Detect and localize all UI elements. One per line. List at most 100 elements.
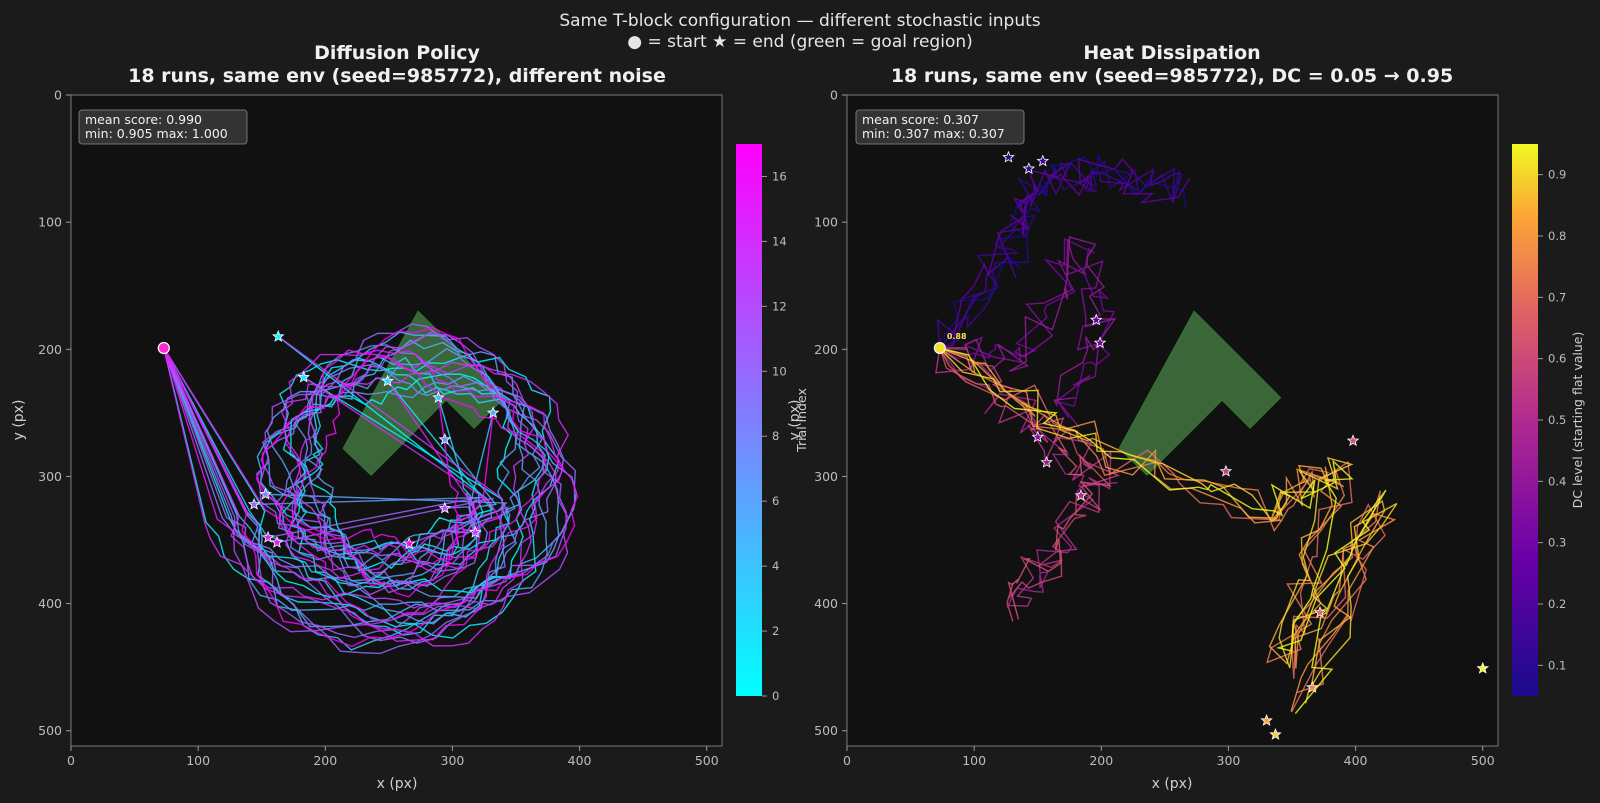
stats-minmax: min: 0.307 max: 0.307 — [862, 126, 1005, 141]
end-star-marker — [1022, 162, 1036, 175]
trajectory-line — [163, 347, 548, 622]
colorbar-tick-label: 0.7 — [1548, 290, 1566, 304]
y-ticks: 0 100 200 300 400 500 — [814, 88, 847, 738]
y-tick-label: 400 — [38, 596, 62, 611]
end-star-marker — [1040, 455, 1053, 468]
end-star-marker — [486, 406, 500, 419]
trajectory-line — [939, 347, 1386, 713]
end-star-marker — [259, 487, 272, 500]
colorbar-tick-label: 0.3 — [1548, 536, 1566, 550]
goal-polygon — [342, 310, 506, 476]
end-star-marker — [1476, 661, 1490, 674]
end-star-marker — [1346, 434, 1360, 447]
end-star-marker — [402, 537, 416, 550]
colorbar-tick-label: 0 — [772, 689, 779, 703]
y-tick-label: 100 — [38, 215, 62, 230]
x-tick-label: 500 — [695, 753, 719, 768]
stats-minmax: min: 0.905 max: 1.000 — [85, 126, 228, 141]
x-tick-label: 400 — [568, 753, 592, 768]
trajectory-line — [163, 323, 576, 655]
x-tick-label: 500 — [1471, 753, 1495, 768]
colorbar-ticks: 0.1 0.2 0.3 0.4 0.5 0.6 0.7 0.8 0.9 — [1538, 168, 1566, 672]
colorbar-tick-label: 8 — [772, 429, 779, 443]
trajectory-line — [163, 326, 579, 648]
colorbar-label: DC level (starting flat value) — [1570, 332, 1585, 509]
y-tick-label: 300 — [814, 469, 838, 484]
trajectory-line — [163, 347, 564, 642]
stats-box — [78, 109, 248, 145]
x-tick-label: 400 — [1344, 753, 1368, 768]
x-tick-label: 100 — [186, 753, 210, 768]
y-axis-label: y (px) — [11, 400, 27, 441]
figure-suptitle: Same T-block configuration — different s… — [559, 11, 1040, 31]
panel-subtitle: 18 runs, same env (seed=985772), differe… — [128, 65, 666, 87]
start-marker — [157, 341, 170, 355]
end-star-marker — [1313, 605, 1327, 618]
y-tick-label: 500 — [814, 723, 838, 738]
end-markers — [1002, 150, 1490, 740]
trajectory-line — [939, 236, 1117, 408]
colorbar-ticks: 0 2 4 6 8 10 12 14 16 — [762, 169, 787, 703]
end-star-marker — [1074, 488, 1088, 501]
end-star-marker — [1269, 727, 1282, 740]
y-tick-label: 500 — [38, 723, 62, 738]
x-axis-label: x (px) — [1152, 776, 1193, 792]
colorbar-tick-label: 16 — [772, 169, 787, 183]
trajectory-line — [935, 347, 1112, 607]
panel-title: Diffusion Policy — [314, 42, 480, 64]
y-tick-label: 300 — [38, 469, 62, 484]
x-axis-label: x (px) — [377, 776, 418, 792]
colorbar-tick-label: 10 — [772, 364, 787, 378]
trajectories — [163, 323, 579, 655]
end-star-marker — [1031, 430, 1044, 443]
colorbar-tick-label: 4 — [772, 559, 779, 573]
end-star-marker — [1089, 313, 1103, 326]
end-star-marker — [1306, 680, 1319, 693]
diffusion-policy-panel: Diffusion Policy 18 runs, same env (seed… — [11, 42, 809, 792]
end-star-marker — [1093, 336, 1107, 349]
end-star-marker — [297, 370, 310, 383]
trajectory-line — [939, 162, 1183, 349]
goal-polygon — [1118, 310, 1282, 476]
colorbar-tick-label: 12 — [772, 299, 787, 313]
goal-region — [342, 310, 506, 476]
colorbar-tick-label: 0.9 — [1548, 168, 1566, 182]
trajectory-line — [163, 347, 543, 625]
end-star-marker — [1002, 150, 1015, 163]
end-star-marker — [438, 432, 452, 445]
colorbar-tick-label: 0.4 — [1548, 474, 1566, 488]
trajectory-line — [939, 158, 1191, 349]
x-tick-label: 0 — [843, 753, 851, 768]
colorbar-tick-label: 0.1 — [1548, 658, 1566, 672]
colorbar-tick-label: 2 — [772, 624, 779, 638]
trajectory-line — [936, 161, 1182, 349]
colorbar — [1512, 144, 1538, 696]
end-star-marker — [1036, 154, 1050, 167]
x-tick-label: 0 — [67, 753, 75, 768]
end-star-marker — [1260, 713, 1273, 726]
trajectory-line — [939, 347, 1112, 620]
end-star-marker — [1219, 464, 1233, 477]
colorbar-tick-label: 0.8 — [1548, 229, 1566, 243]
start-marker — [933, 342, 946, 355]
end-markers — [247, 329, 500, 550]
x-tick-label: 300 — [441, 753, 465, 768]
colorbar-tick-label: 0.5 — [1548, 413, 1566, 427]
trajectory-line — [932, 153, 1187, 353]
colorbar-tick-label: 14 — [772, 234, 787, 248]
stats-box — [855, 109, 1025, 145]
trajectory-line — [939, 347, 1386, 692]
trajectory-line — [163, 347, 548, 612]
trajectory-line — [163, 344, 565, 644]
trajectories — [932, 153, 1398, 715]
end-star-marker — [271, 329, 285, 342]
y-tick-label: 0 — [54, 88, 62, 103]
end-star-marker — [261, 530, 275, 543]
colorbar-tick-label: 0.6 — [1548, 352, 1566, 366]
trajectory-line — [939, 347, 1387, 715]
stats-mean: mean score: 0.990 — [85, 112, 202, 127]
end-star-marker — [432, 391, 445, 403]
trajectory-line — [939, 347, 1382, 694]
y-tick-label: 400 — [814, 596, 838, 611]
trajectory-line — [939, 347, 1398, 704]
